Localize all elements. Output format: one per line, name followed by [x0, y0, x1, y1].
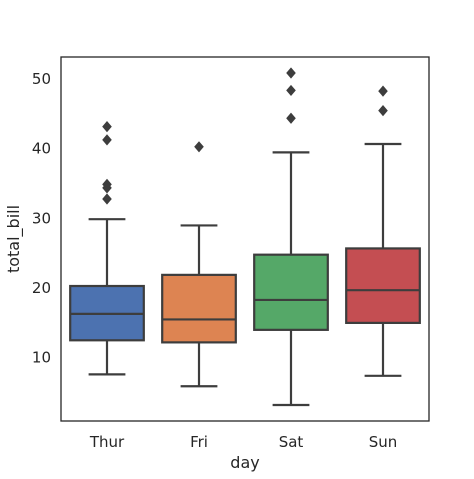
- outlier-point: [102, 134, 112, 146]
- outlier-point: [378, 85, 388, 97]
- box-sat: [253, 253, 329, 331]
- plot-frame: [60, 56, 430, 422]
- x-tick-label: Thur: [89, 433, 125, 451]
- boxes-layer: [69, 67, 421, 407]
- box-group-sun: [345, 85, 421, 377]
- x-tick-label: Fri: [190, 433, 208, 451]
- y-tick-label: 10: [32, 349, 51, 367]
- y-tick-label: 40: [32, 140, 51, 158]
- x-tick-label: Sun: [369, 433, 398, 451]
- y-tick-label: 50: [32, 70, 51, 88]
- x-ticks: Thur Fri Sat Sun: [89, 433, 397, 451]
- y-axis-label: total_bill: [4, 205, 24, 273]
- outlier-point: [102, 193, 112, 205]
- outlier-point: [102, 178, 112, 190]
- y-tick-label: 30: [32, 209, 51, 227]
- outlier-point: [286, 84, 296, 97]
- outlier-point: [194, 141, 204, 153]
- outlier-point: [286, 112, 296, 124]
- outlier-point: [102, 121, 112, 133]
- x-axis-label: day: [230, 453, 259, 472]
- x-tick-label: Sat: [279, 433, 304, 451]
- box-group-fri: [161, 141, 237, 388]
- box-group-thur: [69, 121, 145, 376]
- box-group-sat: [253, 67, 329, 407]
- box-fri: [161, 273, 237, 344]
- outlier-point: [286, 67, 296, 79]
- outlier-point: [378, 105, 388, 117]
- box-sun: [345, 247, 421, 324]
- y-tick-label: 20: [32, 279, 51, 297]
- y-ticks: 10 20 30 40 50: [32, 70, 51, 366]
